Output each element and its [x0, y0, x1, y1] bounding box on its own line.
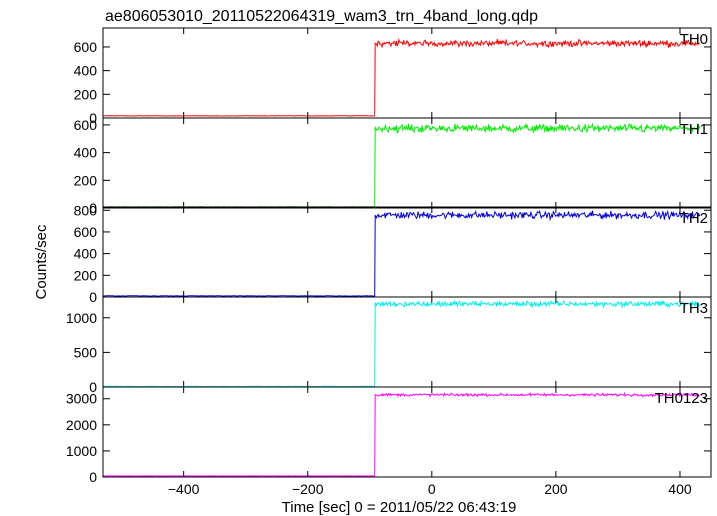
band-label: TH1 [680, 121, 708, 138]
panel-th3: 0 500 1000 TH3 [66, 296, 712, 395]
y-tick-label: 500 [74, 344, 98, 360]
band-label: TH0123 [655, 390, 708, 407]
y-tick-label: 0 [89, 110, 97, 126]
band-label: TH0 [680, 31, 708, 48]
panel-frame [102, 206, 712, 298]
panel-th0123: 0 1000 2000 3000 TH0123 [66, 386, 712, 485]
series-line-th0 [102, 37, 700, 117]
x-tick-label: 0 [428, 481, 436, 497]
y-tick-label: 1000 [66, 310, 97, 326]
panel-th2: 0 200 400 600 800 TH2 [74, 202, 712, 305]
y-axis-label: Counts/sec [33, 224, 50, 300]
y-tick-label: 600 [74, 39, 98, 55]
series-line-th2 [102, 209, 701, 297]
x-tick-label: −200 [292, 481, 324, 497]
x-axis-label: Time [sec] 0 = 2011/05/22 06:43:19 [282, 499, 517, 516]
y-tick-label: 400 [74, 246, 98, 262]
panels: 0 200 400 600 TH0 0 200 400 600 TH1 0 200 400 600 800 T… [66, 27, 712, 497]
x-tick-label: 200 [544, 481, 568, 497]
y-tick-label: 600 [74, 224, 98, 240]
series-line-th0123 [103, 391, 700, 477]
band-label: TH3 [680, 300, 708, 317]
y-tick-label: 400 [74, 145, 98, 161]
chart-title: ae806053010_20110522064319_wam3_trn_4ban… [105, 8, 538, 25]
y-tick-label: 200 [74, 267, 98, 283]
y-tick-label: 3000 [66, 391, 97, 407]
y-tick-label: 400 [74, 63, 98, 79]
x-tick-label: −400 [168, 481, 200, 497]
y-tick-label: 0 [89, 469, 97, 485]
x-tick-label: 400 [668, 481, 692, 497]
panel-th1: 0 200 400 600 TH1 [74, 117, 712, 216]
y-tick-label: 200 [74, 172, 98, 188]
y-tick-label: 0 [89, 289, 97, 305]
y-tick-label: 600 [74, 117, 98, 133]
y-tick-label: 0 [89, 379, 97, 395]
y-tick-label: 2000 [66, 417, 97, 433]
y-tick-label: 1000 [66, 443, 97, 459]
panel-frame [102, 117, 712, 209]
y-tick-label: 0 [89, 200, 97, 216]
series-line-th3 [102, 299, 701, 388]
panel-frame [102, 296, 712, 388]
series-line-th1 [102, 122, 701, 208]
y-tick-label: 800 [74, 202, 98, 218]
y-tick-label: 200 [74, 86, 98, 102]
panel-frame [102, 386, 712, 478]
band-label: TH2 [680, 210, 708, 227]
panel-th0: 0 200 400 600 TH0 [74, 27, 712, 126]
